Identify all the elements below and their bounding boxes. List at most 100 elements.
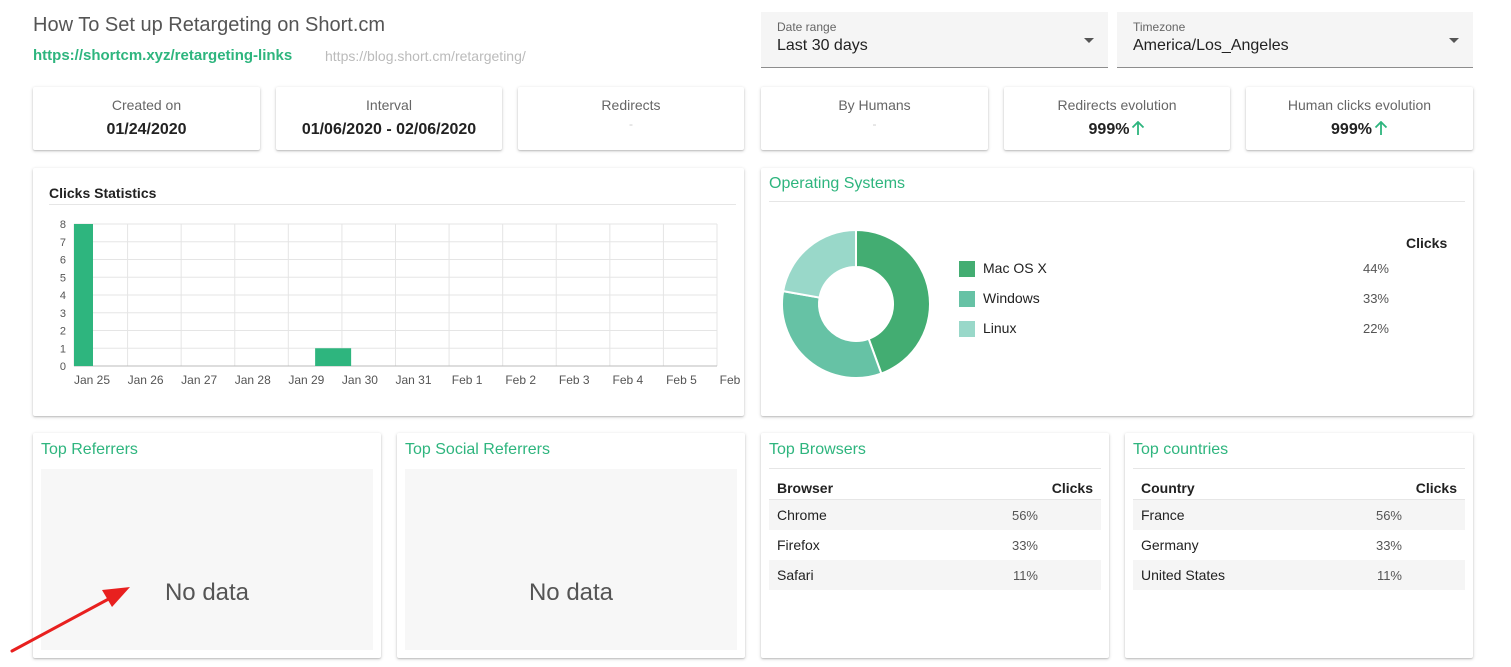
x-tick-label: Jan 29: [288, 373, 324, 387]
divider: [49, 204, 736, 205]
table-row: Germany 33%: [1133, 530, 1465, 560]
x-tick-label: Jan 26: [128, 373, 164, 387]
top-browsers-card: Top Browsers Browser Clicks Chrome 56% Fi…: [761, 433, 1109, 658]
table-row: France 56%: [1133, 500, 1465, 530]
interval-card: Interval 01/06/2020 - 02/06/2020: [276, 87, 502, 150]
table-row: Firefox 33%: [769, 530, 1101, 560]
legend-label: Linux: [983, 320, 1017, 336]
table-header: Country Clicks: [1133, 478, 1465, 500]
legend-item: Windows 33%: [959, 289, 1389, 309]
legend-swatch: [959, 261, 975, 277]
legend-label: Mac OS X: [983, 260, 1047, 276]
donut-slice: [855, 228, 931, 375]
table-cell: 33%: [1375, 538, 1402, 553]
caret-down-icon[interactable]: [1449, 38, 1459, 43]
donut-slice: [781, 228, 857, 299]
bar: [74, 224, 93, 366]
stat-value: 999%: [1331, 121, 1372, 138]
table-cell: France: [1141, 507, 1185, 523]
stat-label: By Humans: [838, 97, 911, 113]
clicks-bar-chart: 0 1 2 3 4 5 6 7 8 Jan 25 Jan 26 Jan 27 Jan 28 Jan 29…: [60, 219, 744, 387]
table-row: Safari 11%: [769, 560, 1101, 590]
section-title: Top Social Referrers: [405, 441, 550, 458]
table-row: Chrome 56%: [769, 500, 1101, 530]
browsers-table: Browser Clicks Chrome 56% Firefox 33% Safa…: [769, 478, 1101, 590]
timezone-select[interactable]: Timezone America/Los_Angeles: [1117, 12, 1473, 68]
table-cell: 56%: [1011, 508, 1038, 523]
chart-title: Clicks Statistics: [49, 185, 157, 201]
table-cell: Firefox: [777, 537, 820, 553]
y-tick-label: 7: [60, 237, 66, 249]
stat-value: 999%: [1088, 121, 1130, 138]
stat-label: Redirects: [601, 97, 661, 113]
x-tick-label: Jan 25: [74, 373, 110, 387]
x-tick-label: Jan 31: [395, 373, 431, 387]
y-tick-label: 3: [60, 308, 66, 320]
arrow-up-icon: [1132, 121, 1145, 135]
legend-value: 44%: [1362, 261, 1389, 276]
top-countries-card: Top countries Country Clicks France 56% G…: [1125, 433, 1473, 658]
human-clicks-evolution-card: Human clicks evolution 999%: [1246, 87, 1473, 150]
operating-systems-card: Operating Systems Clicks Mac OS X 44% Wi…: [761, 168, 1473, 416]
y-tick-label: 0: [60, 361, 66, 373]
stat-label: Created on: [111, 97, 182, 113]
donut-slice: [781, 289, 883, 379]
table-cell: 11%: [1376, 568, 1402, 583]
column-header: Clicks: [1051, 480, 1093, 496]
date-range-value: Last 30 days: [777, 37, 868, 54]
legend-item: Linux 22%: [959, 319, 1389, 339]
x-tick-label: Feb 4: [612, 373, 643, 387]
stat-label: Redirects evolution: [1057, 97, 1177, 113]
short-link[interactable]: https://shortcm.xyz/retargeting-links: [33, 47, 293, 64]
redirects-card: Redirects -: [518, 87, 744, 150]
table-cell: United States: [1141, 567, 1226, 583]
x-tick-label: Jan 28: [235, 373, 271, 387]
x-tick-label: Feb 2: [505, 373, 536, 387]
stat-value: 01/24/2020: [106, 121, 187, 138]
table-row: United States 11%: [1133, 560, 1465, 590]
stat-label: Interval: [366, 97, 412, 113]
section-title: Top Referrers: [41, 441, 138, 458]
legend-header: Clicks: [1406, 235, 1448, 251]
top-social-referrers-card: Top Social Referrers No data: [397, 433, 745, 658]
caret-down-icon[interactable]: [1084, 38, 1094, 43]
x-tick-label: Feb 1: [452, 373, 483, 387]
divider: [769, 468, 1101, 469]
x-tick-label: Feb 3: [559, 373, 590, 387]
timezone-label: Timezone: [1133, 20, 1186, 34]
destination-link[interactable]: https://blog.short.cm/retargeting/: [325, 48, 526, 64]
table-cell: 11%: [1012, 568, 1038, 583]
table-cell: Chrome: [777, 507, 827, 523]
column-header: Country: [1141, 480, 1195, 496]
legend-swatch: [959, 291, 975, 307]
by-humans-card: By Humans -: [761, 87, 988, 150]
clicks-statistics-card: Clicks Statistics 0 1 2 3 4 5 6 7 8 Jan 25 Jan 26…: [33, 168, 744, 416]
legend-item: Mac OS X 44%: [959, 259, 1389, 279]
section-title: Top Browsers: [769, 441, 866, 458]
created-on-card: Created on 01/24/2020: [33, 87, 260, 150]
stat-value: -: [872, 117, 877, 131]
y-tick-label: 1: [60, 343, 66, 355]
y-tick-label: 8: [60, 219, 66, 231]
section-title: Top countries: [1133, 441, 1229, 458]
empty-state: No data: [405, 469, 737, 650]
date-range-select[interactable]: Date range Last 30 days: [761, 12, 1108, 68]
stat-value-row: 999%: [1246, 121, 1473, 139]
table-cell: Safari: [777, 567, 814, 583]
legend-value: 33%: [1362, 291, 1389, 306]
y-tick-label: 2: [60, 326, 66, 338]
empty-text: No data: [528, 579, 614, 606]
y-tick-label: 4: [60, 290, 66, 302]
column-header: Clicks: [1415, 480, 1457, 496]
stat-label: Human clicks evolution: [1287, 97, 1432, 113]
legend-value: 22%: [1362, 321, 1389, 336]
stat-value: -: [629, 117, 633, 131]
table-cell: 56%: [1375, 508, 1402, 523]
x-tick-label: Jan 27: [181, 373, 217, 387]
divider: [1133, 468, 1465, 469]
stat-value-row: 999%: [1004, 121, 1230, 139]
bar: [315, 348, 352, 366]
os-donut-chart: [781, 228, 931, 379]
y-tick-label: 6: [60, 255, 66, 267]
